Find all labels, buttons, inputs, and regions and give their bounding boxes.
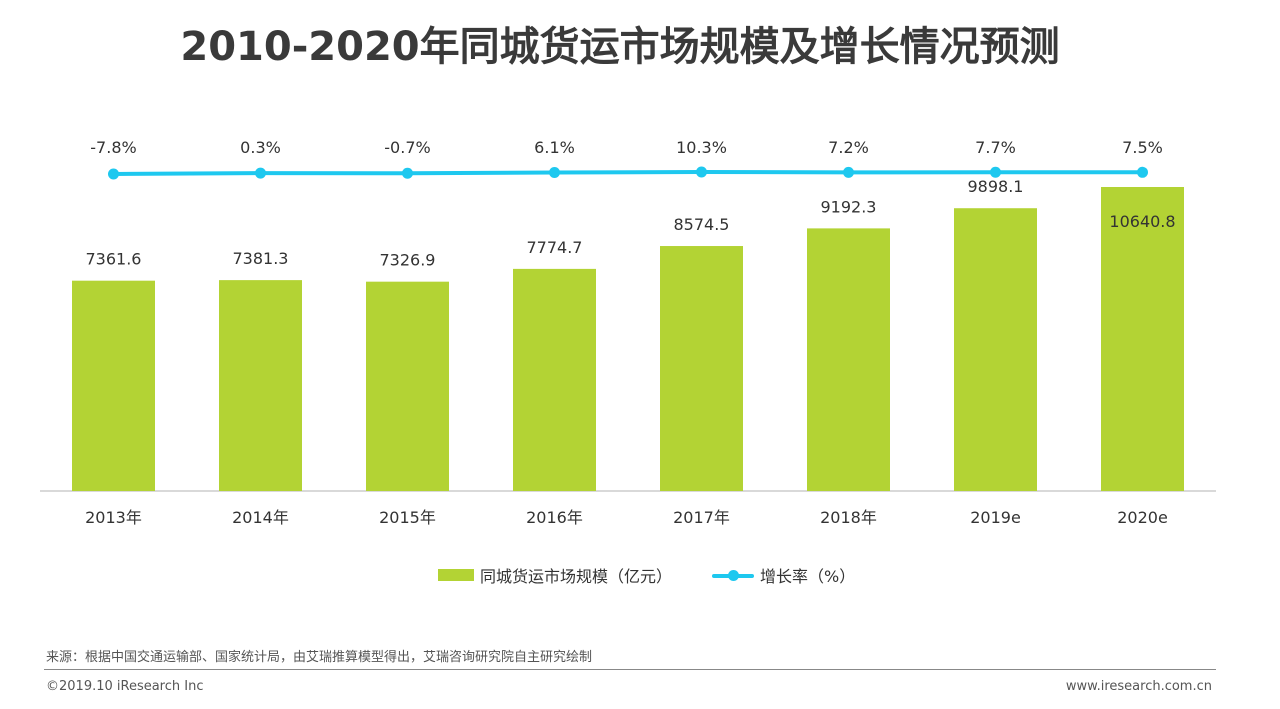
growth-rate-point: [990, 166, 1001, 178]
footer-divider: [44, 669, 1216, 670]
bar-value-label: 9192.3: [821, 197, 877, 216]
bar-value-label: 10640.8: [1109, 212, 1175, 231]
bar-value-label: 7381.3: [233, 249, 289, 268]
bar: [513, 268, 596, 491]
growth-rate-point: [108, 168, 119, 180]
bar: [219, 280, 302, 491]
website: www.iresearch.com.cn: [1065, 679, 1212, 694]
growth-rate-point: [255, 167, 266, 179]
growth-rate-label: 10.3%: [676, 138, 727, 157]
bar: [72, 280, 155, 491]
bar-value-label: 8574.5: [674, 215, 730, 234]
growth-rate-point: [402, 167, 413, 179]
legend-line-swatch: [712, 567, 755, 583]
x-tick-label: 2017年: [673, 508, 730, 527]
chart-title: 2010-2020年同城货运市场规模及增长情况预测: [180, 24, 1060, 70]
growth-rate-point: [549, 166, 560, 178]
legend: 同城货运市场规模（亿元） 增长率（%）: [438, 563, 855, 587]
x-tick-label: 2014年: [232, 508, 289, 527]
legend-item-growth: 增长率（%）: [672, 563, 855, 587]
x-tick-label: 2016年: [526, 508, 583, 527]
growth-rate-line: [113, 170, 1143, 176]
growth-rate-point: [696, 166, 707, 178]
copyright: ©2019.10 iResearch Inc: [46, 679, 204, 694]
bar: [660, 246, 743, 491]
bar-value-label: 7361.6: [86, 250, 142, 269]
growth-rate-label: 7.7%: [975, 138, 1016, 157]
bar: [954, 208, 1037, 492]
legend-item-scale: 同城货运市场规模（亿元）: [438, 563, 672, 587]
x-tick-label: 2020e: [1117, 508, 1168, 527]
growth-rate-label: 0.3%: [240, 138, 281, 157]
legend-line-label: 增长率（%）: [760, 567, 856, 586]
growth-rate-label: -7.8%: [90, 138, 136, 157]
legend-bar-swatch: [438, 569, 474, 581]
bar: [1101, 187, 1184, 491]
bar-value-label: 9898.1: [968, 177, 1024, 196]
x-tick-label: 2019e: [970, 508, 1021, 527]
bar: [366, 281, 449, 491]
bar-value-label: 7326.9: [380, 251, 436, 270]
bar: [807, 228, 890, 491]
growth-rate-point: [1137, 166, 1148, 178]
growth-rate-label: 6.1%: [534, 138, 575, 157]
growth-rate-label: -0.7%: [384, 138, 430, 157]
source-note: 来源：根据中国交通运输部、国家统计局，由艾瑞推算模型得出，艾瑞咨询研究院自主研究…: [46, 650, 593, 665]
x-tick-label: 2015年: [379, 508, 436, 527]
growth-rate-label: 7.5%: [1122, 138, 1163, 157]
x-tick-label: 2018年: [820, 508, 877, 527]
bar-value-label: 7774.7: [527, 238, 583, 257]
growth-rate-label: 7.2%: [828, 138, 869, 157]
x-tick-label: 2013年: [85, 508, 142, 527]
growth-rate-point: [843, 166, 854, 178]
legend-bar-label: 同城货运市场规模（亿元）: [480, 567, 673, 586]
